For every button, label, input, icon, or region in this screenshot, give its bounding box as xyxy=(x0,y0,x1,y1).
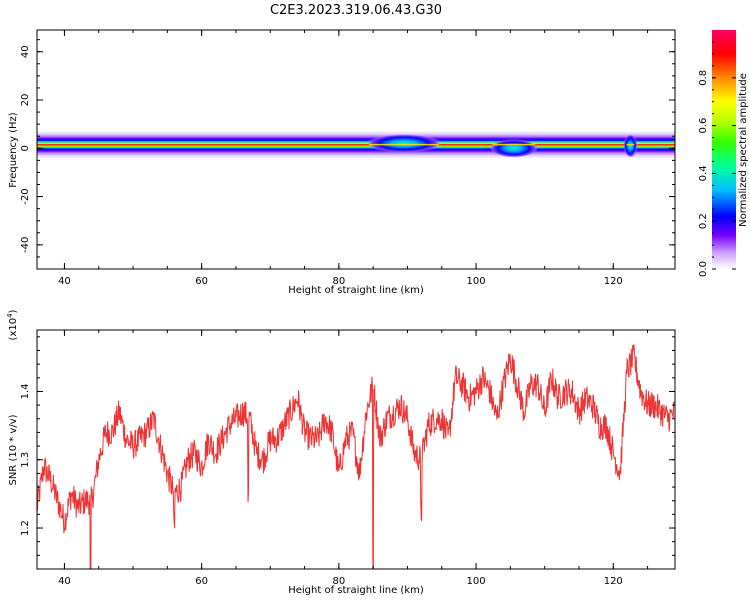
snr-ticks: 40 60 80 100 120 1.2 1.3 1.4 xyxy=(20,330,675,587)
colorbar-tick-label: 0.4 xyxy=(698,165,709,181)
spectrogram-y-tick-label: 20 xyxy=(20,94,31,107)
snr-y-tick-label: 1.3 xyxy=(20,452,31,468)
spectrogram-y-tick-label: -40 xyxy=(20,237,31,253)
spectrogram-frame xyxy=(36,29,676,270)
colorbar: 0.0 0.2 0.4 0.6 0.8 Normalized spectral ampl… xyxy=(698,30,749,277)
colorbar-label: Normalized spectral amplitude xyxy=(738,73,749,227)
spectrogram-x-tick-label: 120 xyxy=(604,276,623,287)
band-feature-2 xyxy=(489,139,538,158)
colorbar-tick-label: 0.6 xyxy=(698,118,709,134)
snr-y-multiplier: (x104) xyxy=(6,309,19,340)
snr-y-tick-label: 1.2 xyxy=(20,520,31,536)
snr-x-tick-label: 40 xyxy=(58,576,71,587)
band-main xyxy=(37,133,675,156)
spectrogram-x-tick-label: 60 xyxy=(195,276,208,287)
snr-x-tick-label: 80 xyxy=(332,576,345,587)
snr-x-tick-label: 120 xyxy=(604,576,623,587)
colorbar-gradient xyxy=(712,30,736,269)
snr-plot-area xyxy=(37,344,675,569)
spectrogram-plot-area xyxy=(37,131,675,158)
spectrogram-y-tick-label: 0 xyxy=(20,145,31,151)
spectrogram-y-tick-label: -20 xyxy=(20,188,31,204)
spectrogram-x-axis-label: Height of straight line (km) xyxy=(288,285,424,296)
spectrogram-x-tick-label: 80 xyxy=(332,276,345,287)
snr-frame xyxy=(36,329,676,570)
figure-title: C2E3.2023.319.06.43.G30 xyxy=(270,3,442,18)
spectrogram-panel: 40 60 80 100 120 -40 -20 0 20 40 Height of straig… xyxy=(8,29,676,296)
snr-y-tick-label: 1.4 xyxy=(20,384,31,400)
snr-y-multiplier-close: ) xyxy=(8,309,19,313)
snr-x-tick-label: 100 xyxy=(467,576,486,587)
spectrogram-y-tick-label: 40 xyxy=(20,45,31,58)
snr-y-axis-label: SNR (10 * v/v) xyxy=(8,414,19,485)
snr-x-tick-label: 60 xyxy=(195,576,208,587)
spectrogram-x-tick-label: 40 xyxy=(58,276,71,287)
spectrogram-ticks: 40 60 80 100 120 -40 -20 0 20 40 xyxy=(20,30,675,287)
colorbar-ticks: 0.0 0.2 0.4 0.6 0.8 xyxy=(698,41,736,277)
spectrogram-x-tick-label: 100 xyxy=(467,276,486,287)
snr-y-multiplier-exponent: 4 xyxy=(6,313,14,318)
band-feature-3 xyxy=(623,134,638,158)
spectrogram-y-axis-label: Frequency (Hz) xyxy=(8,112,19,188)
snr-y-multiplier-base: (x10 xyxy=(8,318,19,341)
snr-x-axis-label: Height of straight line (km) xyxy=(288,585,424,596)
snr-panel: 40 60 80 100 120 1.2 1.3 1.4 Height of straight… xyxy=(6,309,676,596)
colorbar-tick-label: 0.8 xyxy=(698,70,709,86)
band-feature-1 xyxy=(366,134,442,153)
colorbar-tick-label: 0.2 xyxy=(698,213,709,229)
snr-series-line xyxy=(37,344,675,569)
colorbar-tick-label: 0.0 xyxy=(698,261,709,277)
